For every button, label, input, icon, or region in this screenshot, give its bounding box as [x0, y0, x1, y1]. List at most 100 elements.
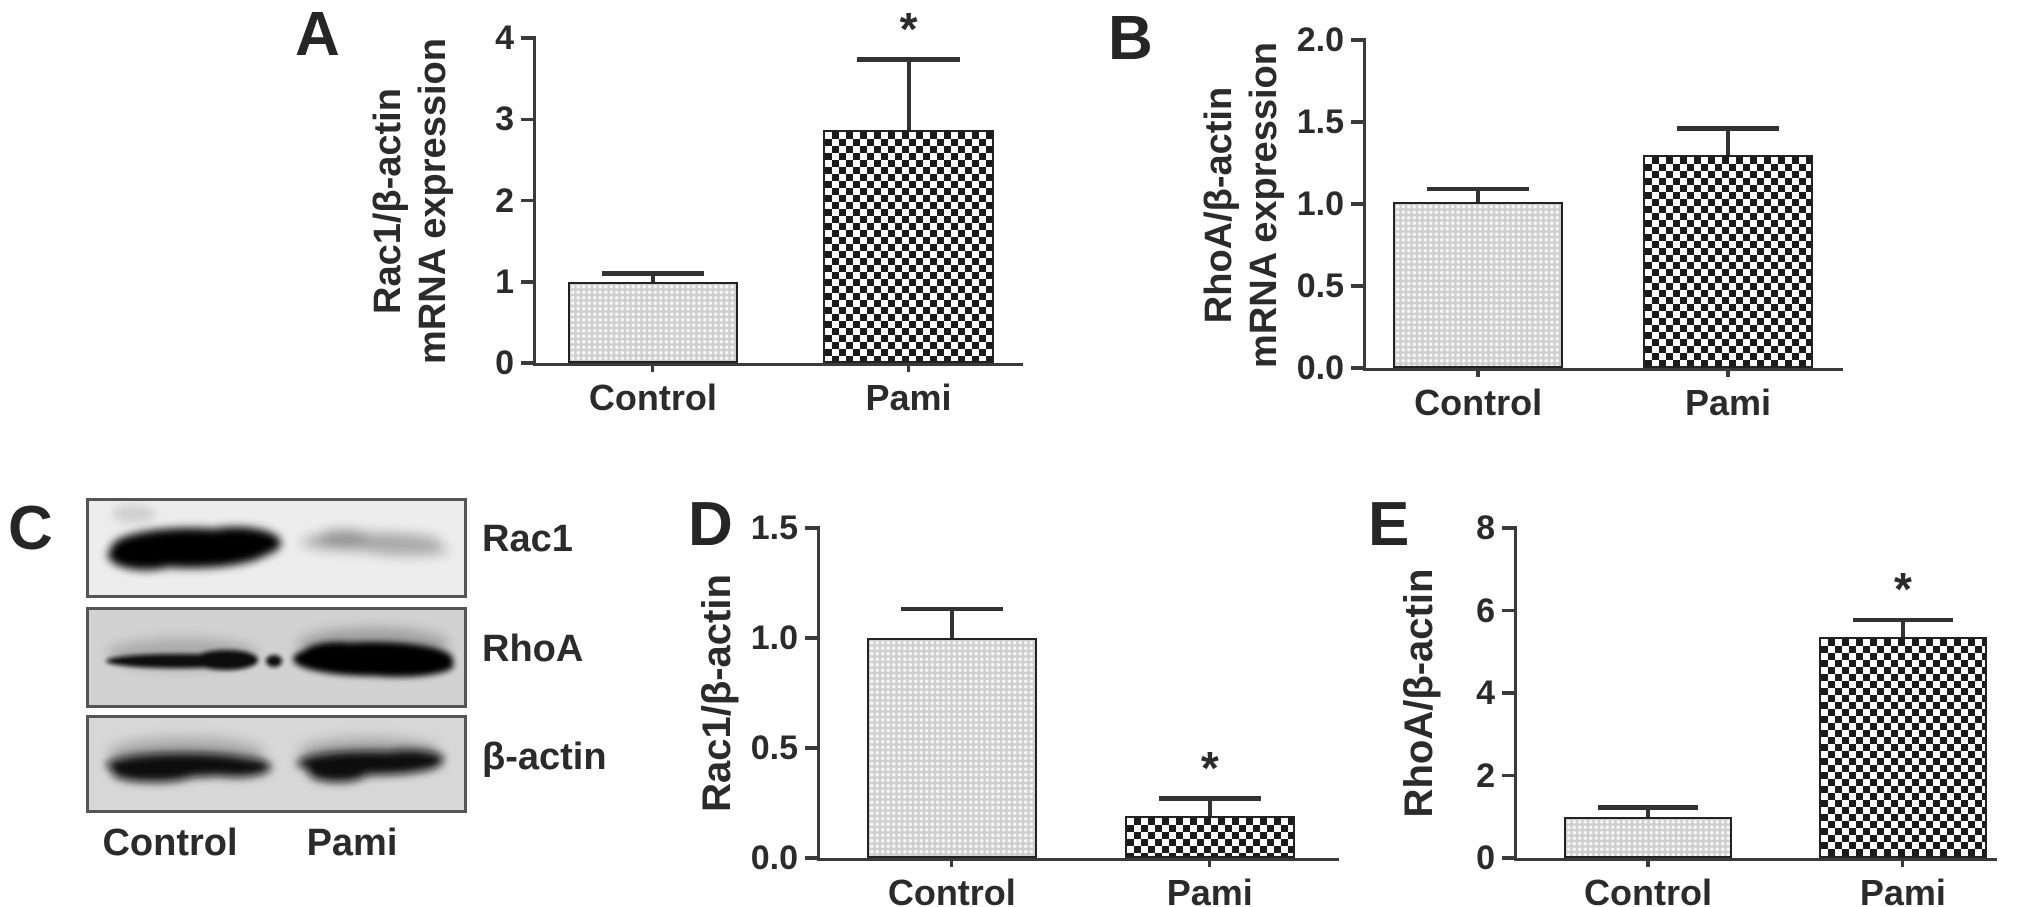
- y-axis-tick-label: 2: [495, 181, 514, 220]
- bar-e-pami: [1818, 637, 1987, 858]
- y-axis-tick-label: 1.0: [1296, 185, 1344, 223]
- error-bar-cap: [1427, 186, 1530, 192]
- y-axis-tick-label: 6: [1476, 591, 1495, 630]
- y-axis-tick: [521, 361, 536, 365]
- y-axis-tick-label: 1.5: [750, 509, 798, 547]
- plot-area-a: 0 1 2 3 4 Control * Pami: [495, 3, 1023, 418]
- error-bar-stem: [906, 59, 911, 134]
- y-axis-tick-label: 2.0: [1296, 21, 1344, 59]
- y-axis-tick-label: 3: [495, 100, 514, 139]
- y-axis-tick: [521, 117, 536, 121]
- y-axis-tick-label: 0.5: [1296, 267, 1344, 305]
- band-rhoa-control: [106, 650, 282, 670]
- x-axis-category-label: Control: [887, 872, 1016, 907]
- y-axis-tick-label: 4: [1476, 674, 1495, 712]
- band-rhoa-pami: [293, 642, 454, 677]
- bar-e-control: [1564, 816, 1733, 858]
- y-axis-tick: [1502, 608, 1517, 613]
- y-axis-tick: [1502, 773, 1517, 778]
- plot-area-b: 0.0 0.5 1.0 1.5 2.0 Control Pami: [1297, 22, 1843, 423]
- y-axis-title-a-line1: Rac1/β-actin: [367, 88, 409, 314]
- x-axis-tick: [1476, 368, 1480, 377]
- x-axis-tick: [1900, 858, 1905, 867]
- y-axis-tick: [1351, 38, 1366, 42]
- bar-a-pami: [823, 129, 994, 363]
- y-axis-title-e: RhoA/β-actin: [1396, 528, 1444, 858]
- blot-col-label-pami: Pami: [306, 822, 398, 864]
- error-bar-cap: [1158, 796, 1261, 801]
- significance-asterisk: *: [899, 2, 918, 55]
- error-bar-cap: [900, 606, 1003, 612]
- blot-row-label-bactin: β-actin: [482, 736, 607, 778]
- y-axis-tick-label: 0: [495, 344, 514, 382]
- error-bar-stem: [1207, 798, 1212, 820]
- error-bar-stem: [949, 609, 954, 642]
- y-axis-title-d: Rac1/β-actin: [694, 528, 742, 858]
- blot-box-rhoa: [86, 607, 467, 708]
- bar-d-pami: [1124, 816, 1295, 858]
- y-axis-title-a-line2: mRNA expression: [411, 38, 454, 364]
- error-bar-cap: [1852, 617, 1954, 622]
- y-axis-tick-label: 0: [1476, 839, 1495, 877]
- band-rac1-control: [108, 527, 281, 570]
- bar-b-control: [1393, 202, 1563, 368]
- x-axis-tick: [949, 858, 954, 867]
- y-axis-title-e-line1: RhoA/β-actin: [1397, 568, 1441, 818]
- y-axis-tick-label: 1.0: [750, 619, 798, 658]
- error-bar-cap: [1597, 805, 1699, 810]
- blot-row-label-rac1: Rac1: [482, 518, 573, 560]
- x-axis-category-label: Pami: [1685, 382, 1772, 423]
- bar-a-control: [567, 281, 739, 363]
- blot-border-rhoa: [86, 607, 467, 708]
- x-axis-category-label: Pami: [865, 377, 952, 418]
- bar-b-pami: [1643, 154, 1813, 368]
- y-axis-tick: [521, 280, 536, 284]
- y-axis-tick: [1502, 856, 1517, 860]
- error-bar-cap: [1677, 126, 1779, 131]
- blot-box-rac1: [86, 498, 467, 598]
- y-axis-tick-label: 0.0: [1296, 349, 1344, 387]
- y-axis-tick: [805, 636, 820, 640]
- x-axis-category-label: Pami: [1166, 872, 1253, 907]
- blot-border-rac1: [86, 498, 467, 598]
- panel-letter-e: E: [1368, 490, 1410, 559]
- blot-col-label-control: Control: [102, 822, 238, 864]
- panel-letter-c: C: [8, 494, 53, 563]
- significance-asterisk: *: [1893, 563, 1912, 615]
- y-axis-tick: [521, 36, 536, 40]
- plot-area-d: 0.0 0.5 1.0 1.5 Control * Pami: [751, 510, 1339, 907]
- error-bar-stem: [1646, 807, 1651, 821]
- y-axis-tick: [1351, 120, 1366, 124]
- error-bar-stem: [650, 273, 655, 285]
- y-axis-tick: [805, 856, 820, 860]
- panel-letter-b: B: [1108, 4, 1153, 73]
- x-axis-tick: [906, 363, 911, 372]
- y-axis-tick-label: 0.5: [750, 729, 798, 768]
- x-axis-category-label: Control: [588, 377, 717, 418]
- y-axis-tick-label: 1.5: [1296, 103, 1344, 141]
- blot-border-bactin: [86, 715, 467, 813]
- band-rac1-pami: [301, 530, 450, 556]
- y-axis-title-b-line1: RhoA/β-actin: [1198, 86, 1240, 324]
- y-axis-tick: [1502, 526, 1517, 530]
- x-axis-category-label: Control: [1584, 872, 1713, 907]
- y-axis-tick: [805, 526, 820, 530]
- y-axis-title-a: Rac1/β-actin mRNA expression: [366, 36, 458, 366]
- y-axis-tick-label: 0.0: [750, 839, 798, 877]
- y-axis-tick: [1351, 202, 1366, 206]
- band-bactin-pami: [297, 750, 444, 782]
- blot-box-bactin: [86, 715, 467, 813]
- y-axis-tick: [1502, 691, 1517, 695]
- error-bar-cap: [601, 271, 704, 276]
- error-bar-cap: [857, 57, 960, 62]
- x-axis-tick: [1646, 858, 1650, 867]
- significance-asterisk: *: [1200, 741, 1219, 794]
- blot-smudge-rac1: [112, 505, 156, 523]
- y-axis-tick-label: 1: [495, 262, 514, 301]
- y-axis-tick: [1351, 366, 1366, 370]
- y-axis-tick: [805, 746, 820, 750]
- y-axis-tick-label: 2: [1476, 756, 1495, 795]
- panel-letter-d: D: [688, 490, 733, 559]
- x-axis-tick: [1726, 368, 1730, 377]
